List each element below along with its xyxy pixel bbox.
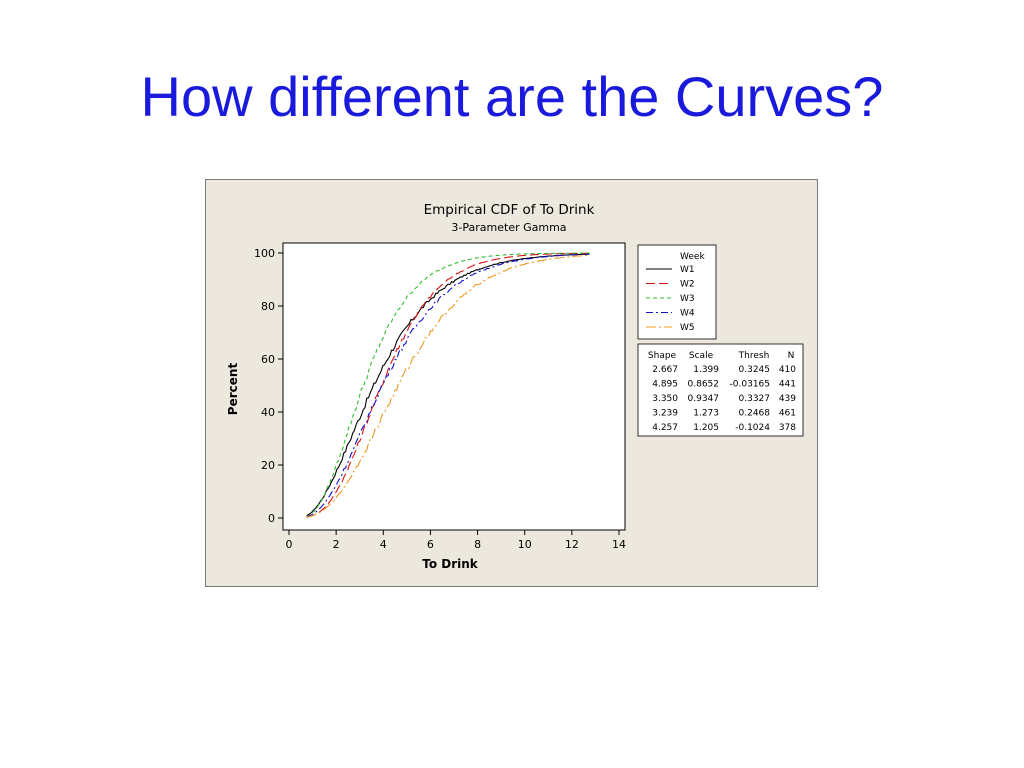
param-table-cell: 3.350 [652, 394, 678, 404]
param-table-header: Shape [648, 351, 677, 361]
x-tick-label: 4 [380, 538, 387, 551]
legend-entry-label: W5 [680, 323, 695, 333]
param-table: Shape Scale Thresh N 2.667 1.399 0.3245 410 4.89… [637, 343, 804, 437]
y-axis: 0 20 40 60 80 100 [254, 247, 283, 525]
y-axis-label: Percent [226, 363, 240, 416]
series-layer [306, 252, 590, 518]
legend-title: Week [680, 252, 705, 262]
param-table-box [637, 343, 804, 437]
legend-entry-label: W4 [680, 309, 695, 319]
param-table-cell: -0.03165 [730, 380, 770, 390]
x-axis-label: To Drink [422, 557, 479, 571]
y-tick-label: 100 [254, 247, 275, 260]
param-table-cell: 410 [779, 365, 796, 375]
legend: Week W1 W2 W3 W4 W5 [637, 244, 717, 340]
chart-subtitle: 3-Parameter Gamma [451, 221, 566, 234]
series-line-w4 [306, 253, 590, 518]
param-table-cell: 441 [779, 380, 796, 390]
x-tick-label: 2 [333, 538, 340, 551]
param-table-cell: 0.8652 [688, 380, 720, 390]
param-table-cell: 1.205 [693, 423, 719, 433]
param-table-cell: 4.895 [652, 380, 678, 390]
param-table-cell: 1.273 [693, 409, 719, 419]
chart-title: Empirical CDF of To Drink [424, 202, 595, 218]
param-table-cell: 0.3327 [739, 394, 771, 404]
y-tick-label: 80 [261, 300, 275, 313]
param-table-cell: 2.667 [652, 365, 678, 375]
param-table-cell: 0.9347 [688, 394, 720, 404]
slide-title: How different are the Curves? [140, 65, 884, 128]
y-tick-label: 60 [261, 353, 275, 366]
param-table-cell: 1.399 [693, 365, 719, 375]
legend-entry-label: W3 [680, 294, 695, 304]
x-tick-label: 6 [427, 538, 434, 551]
x-tick-label: 10 [518, 538, 532, 551]
y-tick-label: 20 [261, 459, 275, 472]
series-line-w5 [306, 254, 590, 518]
y-tick-label: 40 [261, 406, 275, 419]
plot-area [282, 242, 626, 531]
param-table-cell: 378 [779, 423, 796, 433]
x-axis: 0 2 4 6 8 10 12 14 [286, 530, 626, 551]
param-table-cell: -0.1024 [735, 423, 770, 433]
param-table-cell: 461 [779, 409, 796, 419]
series-line-w2 [306, 252, 590, 518]
param-table-cell: 0.2468 [739, 409, 771, 419]
x-tick-label: 12 [565, 538, 579, 551]
legend-box [637, 244, 717, 340]
param-table-header: Thresh [738, 351, 770, 361]
param-table-header: N [788, 351, 795, 361]
param-table-cell: 439 [779, 394, 796, 404]
chart-figure: Empirical CDF of To Drink 3-Parameter Ga… [205, 179, 818, 587]
ecdf-chart: Empirical CDF of To Drink 3-Parameter Ga… [226, 202, 804, 571]
legend-entry-label: W2 [680, 280, 695, 290]
param-table-cell: 3.239 [652, 409, 678, 419]
param-table-cell: 0.3245 [739, 365, 771, 375]
param-table-header: Scale [689, 351, 714, 361]
y-tick-label: 0 [268, 512, 275, 525]
x-tick-label: 0 [286, 538, 293, 551]
x-tick-label: 8 [474, 538, 481, 551]
x-tick-label: 14 [612, 538, 626, 551]
param-table-cell: 4.257 [652, 423, 678, 433]
legend-entry-label: W1 [680, 265, 695, 275]
